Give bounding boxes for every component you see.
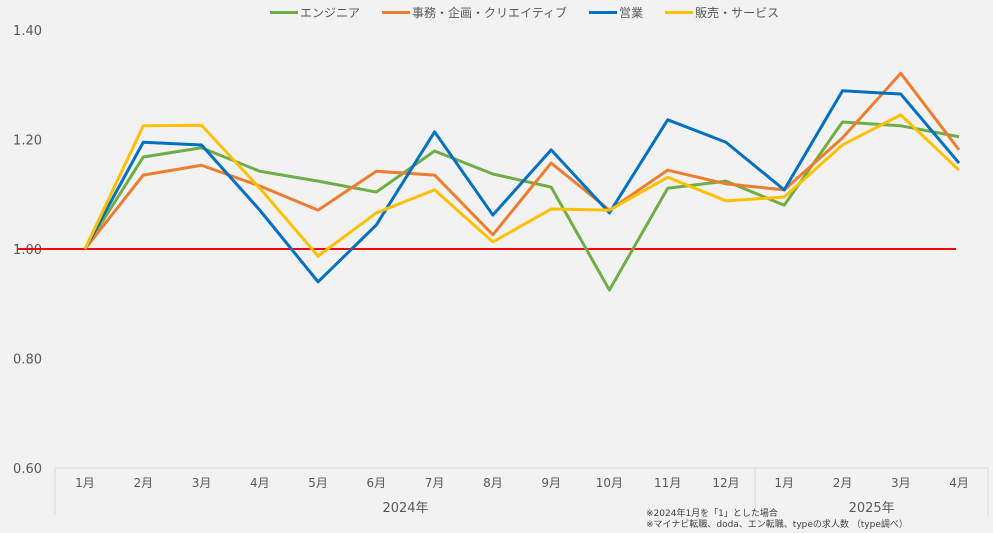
x-group-label: 2025年 — [849, 501, 895, 516]
x-tick-label: 4月 — [949, 476, 969, 490]
series-line-販売・サービス — [83, 113, 961, 258]
legend-swatch — [270, 11, 298, 14]
legend-swatch — [665, 11, 694, 14]
legend-label: 事務・企画・クリエイティブ — [412, 6, 568, 20]
legend-item: 事務・企画・クリエイティブ — [382, 4, 567, 21]
series-line-エンジニア — [83, 120, 960, 292]
x-group-label: 2024年 — [382, 501, 428, 516]
legend-item: 販売・サービス — [665, 4, 779, 21]
x-tick-label: 1月 — [75, 476, 95, 490]
x-tick-label: 3月 — [891, 476, 911, 490]
legend-item: 営業 — [589, 4, 643, 21]
y-tick-label: 0.60 — [13, 462, 42, 477]
footnote-line: ※2024年1月を「1」とした場合 — [646, 509, 778, 519]
x-tick-label: 9月 — [541, 476, 561, 490]
footnote-line: ※マイナビ転職、doda、エン転職、typeの求人数 （type調べ） — [646, 520, 908, 530]
legend-label: エンジニア — [300, 6, 361, 20]
x-tick-label: 2月 — [833, 476, 853, 490]
legend-label: 販売・サービス — [695, 6, 780, 20]
x-tick-label: 12月 — [712, 476, 739, 490]
x-tick-label: 10月 — [596, 476, 623, 490]
x-tick-label: 8月 — [483, 476, 503, 490]
series-line-営業 — [83, 89, 961, 284]
footnote: ※2024年1月を「1」とした場合 ※マイナビ転職、doda、エン転職、type… — [646, 509, 908, 531]
y-tick-label: 0.80 — [13, 353, 42, 368]
legend-item: エンジニア — [270, 4, 360, 21]
x-tick-label: 5月 — [308, 476, 328, 490]
legend: エンジニア 事務・企画・クリエイティブ 営業 販売・サービス — [270, 4, 779, 21]
legend-swatch — [382, 11, 411, 14]
y-tick-label: 1.40 — [13, 24, 42, 39]
y-tick-label: 1.00 — [13, 243, 42, 258]
x-tick-label: 6月 — [367, 476, 387, 490]
x-tick-label: 2月 — [133, 476, 153, 490]
legend-swatch — [589, 11, 618, 14]
x-tick-label: 11月 — [654, 476, 681, 490]
x-tick-label: 7月 — [425, 476, 445, 490]
x-tick-label: 4月 — [250, 476, 270, 490]
x-tick-label: 3月 — [192, 476, 212, 490]
legend-label: 営業 — [619, 6, 644, 20]
y-tick-label: 1.20 — [13, 134, 42, 149]
x-tick-label: 1月 — [774, 476, 794, 490]
